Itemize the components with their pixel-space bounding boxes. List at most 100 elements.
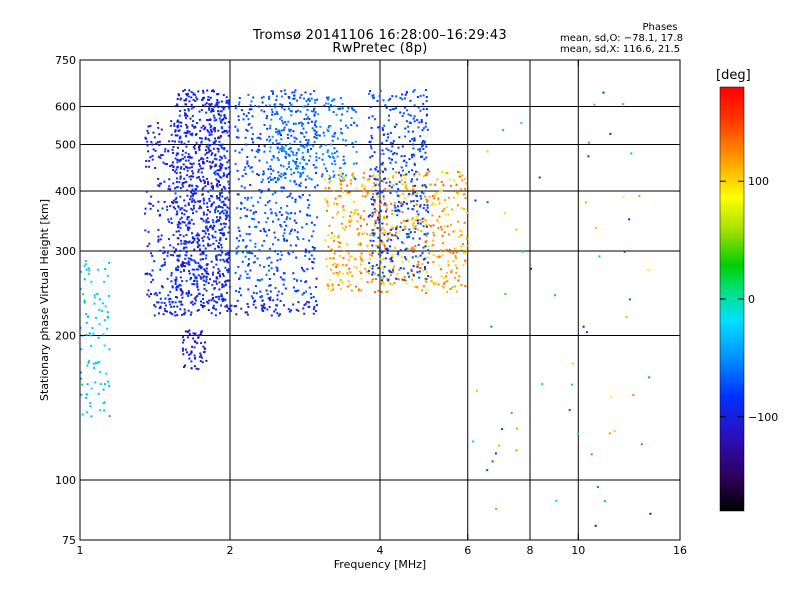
echo-point: [263, 124, 266, 126]
echo-point: [221, 163, 224, 166]
echo-point: [274, 250, 277, 253]
echo-point: [263, 303, 266, 306]
echo-point: [247, 196, 250, 199]
echo-point: [159, 154, 162, 157]
echo-point: [300, 144, 303, 147]
echo-point: [236, 128, 239, 131]
echo-point: [96, 293, 99, 295]
echo-point: [454, 264, 457, 267]
echo-point: [296, 279, 298, 282]
echo-point: [420, 191, 423, 194]
echo-point: [251, 138, 254, 141]
echo-point: [101, 309, 103, 312]
echo-point: [219, 155, 222, 158]
echo-point: [180, 264, 183, 267]
echo-point: [541, 383, 544, 385]
echo-point: [413, 248, 416, 251]
echo-point: [206, 160, 209, 163]
echo-point: [170, 280, 173, 283]
echo-point: [104, 305, 107, 308]
echo-point: [202, 220, 205, 223]
echo-point: [413, 218, 416, 221]
echo-point: [174, 248, 177, 251]
echo-point: [215, 216, 218, 219]
echo-point: [340, 187, 343, 190]
echo-point: [346, 193, 349, 196]
echo-point: [377, 267, 380, 270]
echo-point: [158, 214, 161, 217]
echo-point: [158, 140, 161, 143]
echo-point: [88, 360, 91, 363]
echo-point: [228, 207, 231, 210]
echo-point: [572, 362, 575, 365]
echo-point: [280, 95, 283, 98]
echo-point: [331, 216, 334, 219]
echo-point: [296, 164, 298, 167]
echo-point: [185, 123, 188, 126]
echo-point: [397, 251, 400, 254]
echo-point: [389, 97, 392, 100]
echo-point: [194, 201, 197, 204]
echo-point: [204, 138, 207, 140]
echo-point: [227, 279, 230, 282]
echo-point: [305, 139, 308, 142]
echo-point: [206, 236, 209, 239]
echo-point: [164, 150, 167, 153]
echo-point: [147, 230, 150, 233]
echo-point: [207, 119, 210, 122]
echo-point: [170, 306, 173, 308]
echo-point: [263, 239, 266, 242]
echo-point: [159, 156, 162, 159]
echo-point: [221, 232, 224, 235]
echo-point: [158, 185, 161, 188]
echo-point: [304, 251, 307, 253]
echo-point: [341, 113, 344, 116]
echo-point: [237, 115, 240, 118]
echo-point: [438, 215, 441, 218]
echo-point: [306, 150, 309, 152]
echo-point: [265, 117, 268, 120]
echo-point: [351, 274, 354, 277]
echo-point: [405, 282, 408, 285]
echo-point: [299, 182, 302, 185]
echo-point: [248, 251, 251, 254]
echo-point: [371, 232, 374, 235]
echo-point: [217, 181, 220, 183]
echo-point: [313, 107, 316, 110]
echo-point: [221, 273, 224, 275]
echo-point: [189, 222, 192, 225]
echo-point: [202, 211, 205, 214]
echo-point: [205, 219, 208, 222]
echo-point: [375, 183, 378, 186]
echo-point: [290, 110, 293, 113]
echo-point: [416, 195, 418, 197]
echo-point: [93, 294, 96, 297]
echo-point: [399, 111, 402, 114]
echo-point: [218, 242, 221, 245]
echo-point: [248, 108, 251, 111]
echo-point: [278, 211, 281, 214]
echo-point: [461, 179, 464, 182]
echo-point: [454, 255, 457, 258]
echo-point: [273, 177, 276, 179]
echo-point: [443, 231, 446, 234]
echo-point: [381, 190, 384, 193]
echo-point: [198, 159, 200, 162]
echo-point: [297, 309, 300, 312]
echo-point: [212, 89, 215, 92]
echo-point: [201, 250, 204, 253]
echo-point: [371, 115, 374, 118]
echo-point: [275, 110, 278, 113]
echo-point: [197, 274, 200, 277]
echo-point: [222, 274, 225, 277]
echo-point: [200, 217, 203, 220]
echo-point: [208, 103, 211, 106]
echo-point: [419, 94, 422, 97]
echo-point: [447, 264, 450, 267]
echo-point: [188, 240, 191, 243]
echo-point: [227, 257, 230, 260]
echo-point: [278, 142, 281, 145]
echo-point: [456, 251, 459, 254]
echo-point: [249, 104, 252, 107]
echo-point: [422, 192, 425, 195]
